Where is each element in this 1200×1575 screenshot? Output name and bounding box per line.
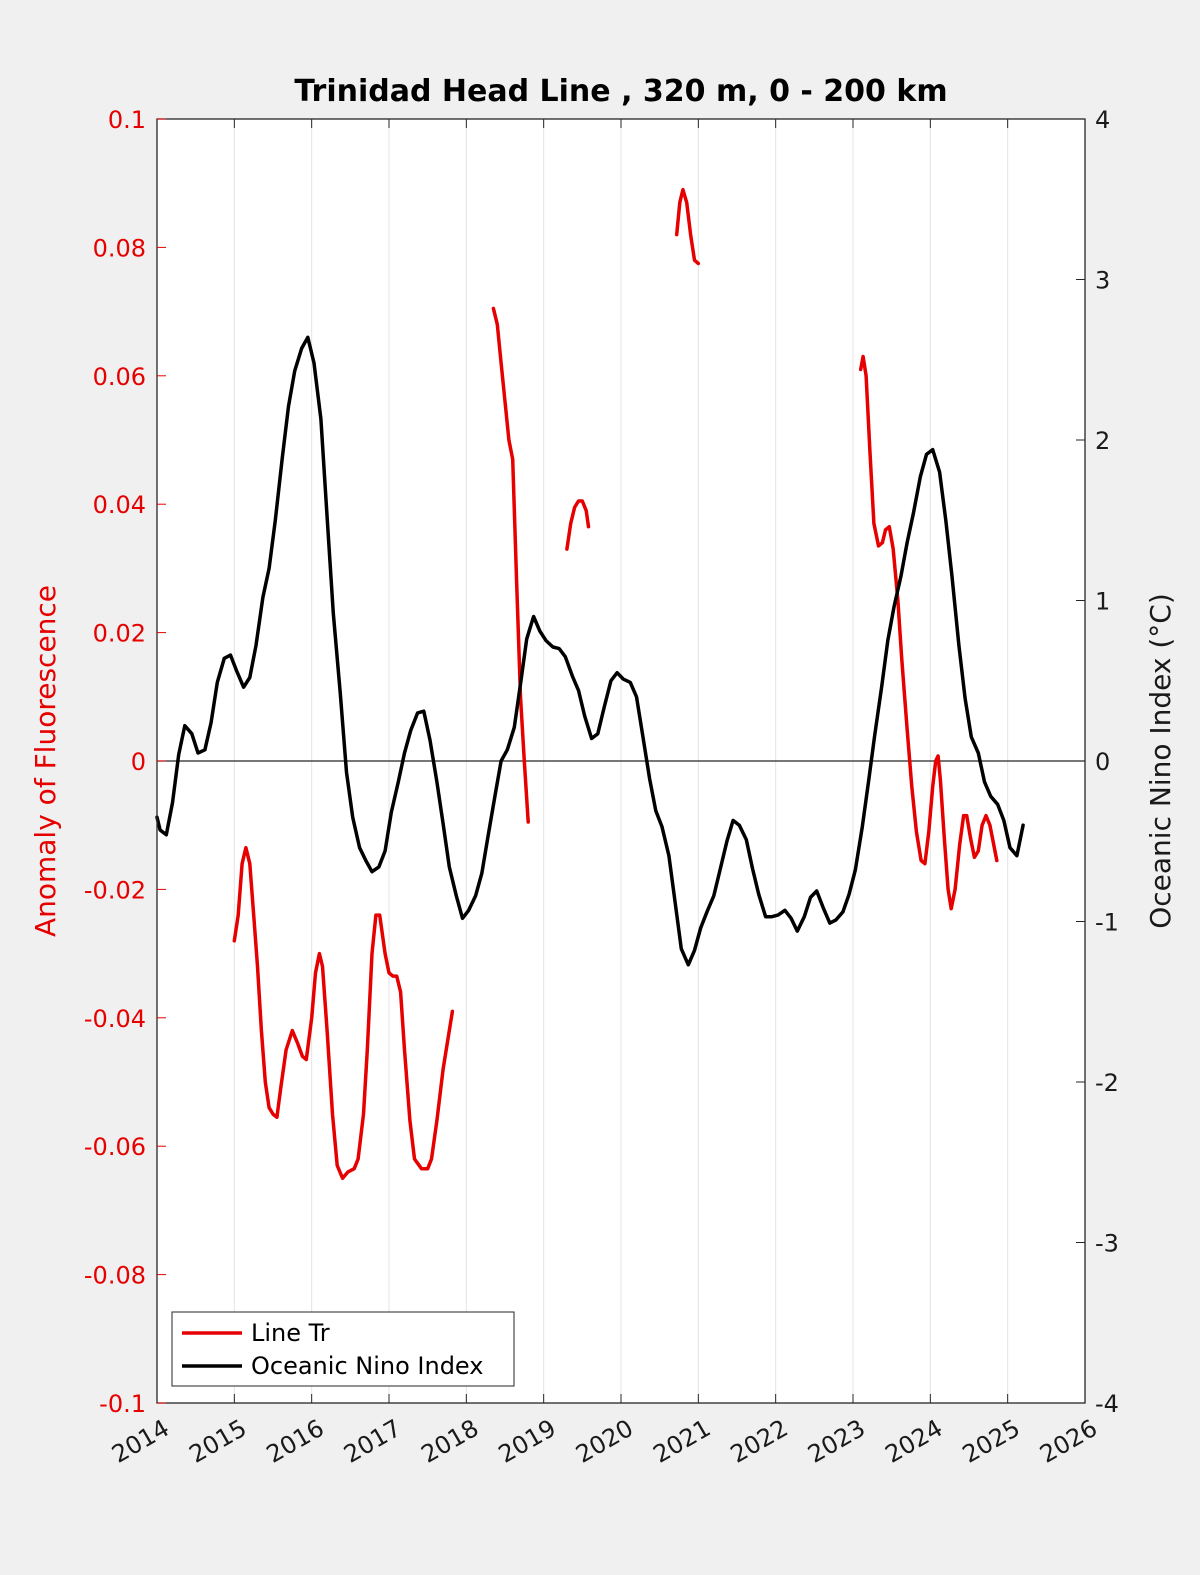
y-axis-right-label: Oceanic Nino Index (°C) [1144,593,1177,929]
y-left-tick-label: 0 [131,748,146,776]
y-left-tick-label: -0.02 [84,876,146,904]
y-left-tick-label: 0.04 [93,491,146,519]
y-left-tick-label: 0.06 [93,363,146,391]
series-line-tr [674,187,701,266]
y-left-tick-label: 0.02 [93,620,146,648]
x-tick-label: 2016 [262,1414,329,1469]
x-tick-label: 2019 [494,1414,561,1469]
x-tick-label: 2025 [958,1414,1025,1469]
series-line-tr [232,845,455,1181]
y-right-tick-label: 2 [1095,427,1110,455]
y-left-tick-label: 0.08 [93,234,146,262]
y-right-tick-label: -2 [1095,1069,1119,1097]
right-axis: 4 3 2 1 0 -1 -2 -3 -4 [1076,106,1119,1418]
x-tick-label: 2021 [648,1414,715,1469]
x-tick-label: 2017 [339,1414,406,1469]
y-right-tick-label: 1 [1095,588,1110,616]
x-tick-label: 2020 [571,1414,638,1469]
series-line-tr [565,499,591,551]
y-right-tick-label: -3 [1095,1230,1119,1258]
chart-title: Trinidad Head Line , 320 m, 0 - 200 km [294,74,947,109]
x-tick-label: 2026 [1035,1414,1102,1469]
y-right-tick-label: 3 [1095,267,1110,295]
series-line-tr [491,306,530,824]
x-tick-label: 2014 [107,1414,174,1469]
y-left-tick-label: -0.1 [99,1390,146,1418]
y-axis-left-label: Anomaly of Fluorescence [29,585,62,937]
left-axis: 0.1 0.08 0.06 0.04 0.02 0 -0.02 -0.04 -0.06 -0.08… [84,106,166,1418]
y-right-tick-label: 0 [1095,748,1110,776]
series-oni [155,335,1025,967]
x-tick-label: 2015 [184,1414,251,1469]
y-left-tick-label: -0.08 [84,1262,146,1290]
x-tick-label: 2022 [726,1414,793,1469]
legend: Line Tr Oceanic Nino Index [171,1311,515,1387]
legend-label-line-tr: Line Tr [251,1319,330,1347]
y-right-tick-label: -4 [1095,1390,1119,1418]
x-tick-label: 2018 [416,1414,483,1469]
series-line-tr [858,354,999,911]
y-left-tick-label: 0.1 [108,106,146,134]
x-tick-label: 2024 [880,1414,947,1469]
x-tick-label: 2023 [803,1414,870,1469]
legend-label-oni: Oceanic Nino Index [251,1352,483,1380]
y-left-tick-label: -0.04 [84,1005,146,1033]
series-layer [155,187,1025,1181]
y-right-tick-label: -1 [1095,909,1119,937]
legend-box [171,1311,515,1387]
y-left-tick-label: -0.06 [84,1133,146,1161]
y-right-tick-label: 4 [1095,106,1110,134]
